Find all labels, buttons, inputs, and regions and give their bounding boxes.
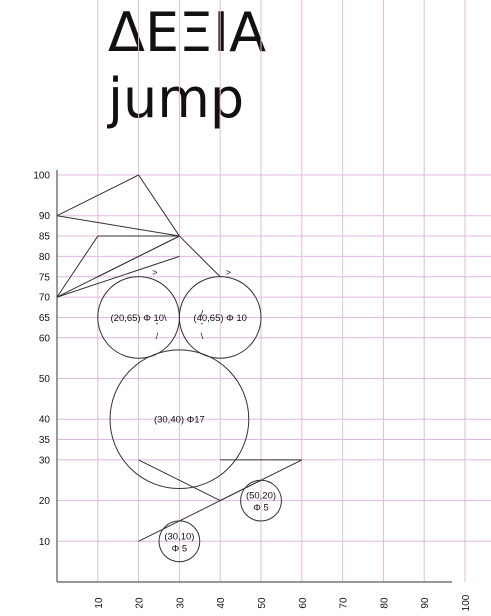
x-tick-label: 30 [175,597,186,609]
circle-label: (40,65) Φ 10 [193,313,247,324]
y-tick-label: 20 [39,496,51,507]
y-tick-label: 70 [39,293,51,304]
circle [158,520,201,563]
x-tick-label: 60 [298,597,309,609]
circle [109,349,250,490]
y-tick-label: 100 [33,171,50,182]
x-tick-label: 20 [135,597,146,609]
glyph-mark: / [156,331,159,341]
x-tick-label: 10 [94,597,105,609]
glyph-mark: > [226,268,231,278]
line-segment [56,255,180,298]
line-segment [56,174,139,217]
circles [97,276,282,563]
y-tick-label: 65 [39,313,51,324]
line-segment [97,235,180,278]
grid [57,0,491,582]
glyph-mark: > [152,268,157,278]
title-line-1: ΔΕΞΙΑ [108,1,267,64]
y-tick-label: 85 [39,232,51,243]
x-tick-label: 40 [216,597,227,609]
y-tick-label: 35 [39,435,51,446]
x-tick-label: 90 [420,597,431,609]
x-tick-label: 80 [379,597,390,609]
circle-label: (30,10) [164,531,194,542]
y-tick-label: 40 [39,415,51,426]
line-segment [138,174,180,237]
glyph-mark: - [155,319,158,329]
line-segment [179,235,221,278]
x-tick-label: 70 [339,597,350,609]
circle [240,479,282,522]
y-tick-label: 90 [39,211,51,222]
circle-label: (30,40) Φ17 [154,415,205,426]
y-tick-label: 50 [39,374,51,385]
glyph-mark: - [200,319,203,329]
circle-label-diameter: Φ 5 [253,503,269,514]
circle-label-diameter: Φ 5 [172,543,188,554]
y-tick-label: 10 [39,537,51,548]
y-tick-label: 80 [39,252,51,263]
circle-label: (20,65) Φ 10\ [111,313,168,324]
x-tick-label: 50 [257,597,268,609]
x-tick-label: 100 [461,594,472,611]
title-line-2: jump [108,67,245,130]
line-segment [56,215,180,237]
circle-label: (50,20) [246,491,276,502]
y-tick-label: 30 [39,455,51,466]
circle [178,276,262,359]
y-tick-label: 75 [39,272,51,283]
axes [56,170,452,583]
line-segments [56,174,303,542]
labels: 10 20 30 40 50 60 70 80 90 100 10 20 30 35 40 50 60 65 70 7… [33,171,472,612]
y-tick-label: 60 [39,333,51,344]
glyph-mark: \ [201,331,204,341]
glyph-mark: / [201,308,204,318]
line-segment [138,459,303,542]
line-segment [56,235,99,298]
line-segment [138,459,221,502]
